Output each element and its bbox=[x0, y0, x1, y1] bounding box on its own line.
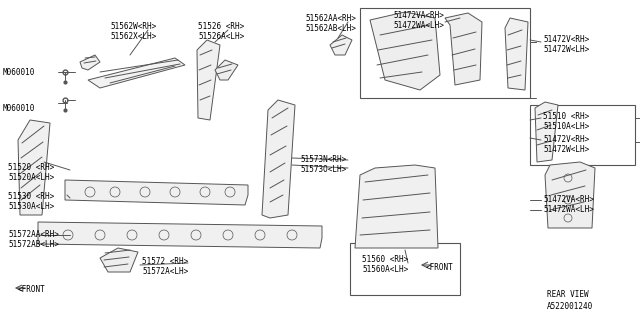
Polygon shape bbox=[88, 58, 185, 88]
Polygon shape bbox=[505, 18, 528, 90]
Text: 51572 <RH>
51572A<LH>: 51572 <RH> 51572A<LH> bbox=[142, 257, 188, 276]
Text: 51530 <RH>
51530A<LH>: 51530 <RH> 51530A<LH> bbox=[8, 192, 54, 212]
Polygon shape bbox=[215, 60, 238, 80]
Polygon shape bbox=[545, 162, 595, 228]
Polygon shape bbox=[197, 40, 220, 120]
Text: 51560 <RH>
51560A<LH>: 51560 <RH> 51560A<LH> bbox=[362, 255, 408, 274]
Text: <FRONT: <FRONT bbox=[18, 285, 45, 294]
Polygon shape bbox=[100, 248, 138, 272]
Bar bbox=[360, 8, 530, 98]
Text: M060010: M060010 bbox=[3, 104, 35, 113]
Text: 51472VA<RH>
51472WA<LH>: 51472VA<RH> 51472WA<LH> bbox=[393, 11, 444, 30]
Text: 51526 <RH>
51526A<LH>: 51526 <RH> 51526A<LH> bbox=[198, 22, 244, 41]
Text: 51510 <RH>
51510A<LH>: 51510 <RH> 51510A<LH> bbox=[543, 112, 589, 132]
Text: 51472V<RH>
51472W<LH>: 51472V<RH> 51472W<LH> bbox=[543, 135, 589, 155]
Polygon shape bbox=[262, 100, 295, 218]
Text: 51520 <RH>
51520A<LH>: 51520 <RH> 51520A<LH> bbox=[8, 163, 54, 182]
Text: 51572AA<RH>
51572AB<LH>: 51572AA<RH> 51572AB<LH> bbox=[8, 230, 59, 249]
Polygon shape bbox=[330, 35, 352, 55]
Polygon shape bbox=[445, 13, 482, 85]
Polygon shape bbox=[535, 102, 558, 162]
Polygon shape bbox=[80, 55, 100, 70]
Polygon shape bbox=[355, 165, 438, 248]
Text: REAR VIEW: REAR VIEW bbox=[547, 290, 589, 299]
Text: 51573N<RH>
51573O<LH>: 51573N<RH> 51573O<LH> bbox=[300, 155, 346, 174]
Polygon shape bbox=[370, 12, 440, 90]
Text: 51562W<RH>
51562X<LH>: 51562W<RH> 51562X<LH> bbox=[110, 22, 156, 41]
Bar bbox=[530, 105, 635, 165]
Text: <FRONT: <FRONT bbox=[426, 263, 454, 272]
Text: M060010: M060010 bbox=[3, 68, 35, 77]
Text: 51562AA<RH>
51562AB<LH>: 51562AA<RH> 51562AB<LH> bbox=[305, 14, 356, 33]
Text: 51472V<RH>
51472W<LH>: 51472V<RH> 51472W<LH> bbox=[543, 35, 589, 54]
Text: 51472VA<RH>
51472WA<LH>: 51472VA<RH> 51472WA<LH> bbox=[543, 195, 594, 214]
Polygon shape bbox=[38, 222, 322, 248]
Polygon shape bbox=[18, 120, 50, 215]
Polygon shape bbox=[65, 180, 248, 205]
Text: A522001240: A522001240 bbox=[547, 302, 593, 311]
Bar bbox=[350, 243, 460, 295]
